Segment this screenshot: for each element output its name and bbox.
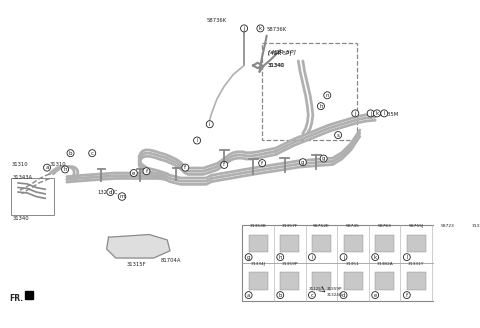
Text: FR.: FR. bbox=[9, 294, 23, 303]
Text: 31315F: 31315F bbox=[127, 262, 146, 267]
Bar bbox=[242, 225, 480, 301]
Text: c: c bbox=[91, 151, 94, 156]
Text: d: d bbox=[108, 190, 112, 195]
Text: g: g bbox=[247, 255, 250, 260]
Text: h: h bbox=[63, 167, 67, 172]
Text: 31331Y: 31331Y bbox=[408, 262, 424, 266]
Bar bbox=[312, 235, 331, 252]
Text: [4DR 5P]: [4DR 5P] bbox=[267, 50, 291, 55]
Text: l: l bbox=[406, 255, 408, 260]
Text: h: h bbox=[319, 104, 323, 109]
Bar bbox=[262, 43, 357, 140]
Bar bbox=[249, 273, 267, 290]
Text: k: k bbox=[375, 111, 379, 116]
Text: 58745: 58745 bbox=[346, 224, 360, 228]
Bar bbox=[344, 273, 362, 290]
Text: [4DR 5P]: [4DR 5P] bbox=[267, 49, 296, 54]
Text: f: f bbox=[184, 165, 186, 170]
Text: a: a bbox=[45, 165, 49, 170]
Text: m: m bbox=[0, 327, 1, 328]
Bar bbox=[470, 235, 480, 252]
Text: i: i bbox=[209, 122, 211, 127]
Polygon shape bbox=[107, 235, 170, 258]
Text: e: e bbox=[373, 293, 377, 297]
Polygon shape bbox=[25, 292, 33, 299]
Text: 31382A: 31382A bbox=[376, 262, 393, 266]
Text: i: i bbox=[311, 255, 312, 260]
Text: s: s bbox=[336, 133, 339, 137]
Bar bbox=[375, 273, 394, 290]
Text: k: k bbox=[259, 26, 262, 31]
Text: m: m bbox=[120, 194, 125, 199]
Text: j: j bbox=[243, 26, 245, 31]
Text: 58736K: 58736K bbox=[267, 27, 287, 31]
Text: g: g bbox=[301, 160, 305, 165]
Text: 58763: 58763 bbox=[378, 224, 392, 228]
Text: j: j bbox=[343, 255, 344, 260]
Text: f: f bbox=[261, 161, 263, 166]
Bar bbox=[312, 273, 331, 290]
Text: n: n bbox=[325, 93, 329, 98]
Bar bbox=[249, 235, 267, 252]
Text: 31340: 31340 bbox=[267, 63, 285, 68]
Text: c: c bbox=[311, 293, 313, 297]
Text: b: b bbox=[278, 293, 282, 297]
Text: i: i bbox=[196, 138, 198, 143]
Text: 31334J: 31334J bbox=[251, 262, 265, 266]
Text: 81704A: 81704A bbox=[161, 258, 181, 263]
Text: k: k bbox=[373, 255, 377, 260]
Bar bbox=[344, 235, 362, 252]
Text: 31359P: 31359P bbox=[326, 287, 342, 291]
Text: e: e bbox=[132, 171, 135, 175]
Text: 31310: 31310 bbox=[12, 162, 28, 167]
Text: 31340: 31340 bbox=[12, 216, 29, 221]
Text: l: l bbox=[384, 111, 385, 116]
Text: 31125T: 31125T bbox=[308, 287, 324, 291]
Text: f: f bbox=[406, 293, 408, 297]
Text: d: d bbox=[342, 293, 345, 297]
Text: j: j bbox=[370, 111, 372, 116]
Text: 58752E: 58752E bbox=[313, 224, 330, 228]
Text: 31324G: 31324G bbox=[326, 293, 343, 297]
Text: 58736K: 58736K bbox=[207, 17, 227, 23]
Bar bbox=[438, 235, 457, 252]
Text: 58735M: 58735M bbox=[378, 113, 399, 117]
Text: f: f bbox=[223, 162, 225, 167]
Text: 58723: 58723 bbox=[441, 224, 455, 228]
Text: b: b bbox=[69, 151, 72, 156]
Bar bbox=[407, 235, 426, 252]
Text: 1327AC: 1327AC bbox=[97, 190, 118, 195]
Text: a: a bbox=[247, 293, 250, 297]
Text: 31338A: 31338A bbox=[471, 224, 480, 228]
Text: 31357F: 31357F bbox=[282, 224, 298, 228]
Text: g: g bbox=[322, 156, 325, 161]
Text: j: j bbox=[355, 111, 356, 116]
Text: 58755J: 58755J bbox=[408, 224, 424, 228]
Text: f: f bbox=[145, 169, 147, 174]
Bar bbox=[11, 178, 54, 215]
Text: 31359P: 31359P bbox=[281, 262, 298, 266]
Text: 31351: 31351 bbox=[346, 262, 360, 266]
Text: 31310: 31310 bbox=[50, 162, 66, 167]
Bar bbox=[280, 273, 299, 290]
Bar bbox=[407, 273, 426, 290]
Bar bbox=[280, 235, 299, 252]
Text: 31340: 31340 bbox=[267, 63, 284, 68]
Text: 313538: 313538 bbox=[250, 224, 266, 228]
Text: 31343A: 31343A bbox=[12, 175, 33, 180]
Text: n: n bbox=[0, 327, 1, 328]
Bar bbox=[375, 235, 394, 252]
Text: h: h bbox=[278, 255, 282, 260]
